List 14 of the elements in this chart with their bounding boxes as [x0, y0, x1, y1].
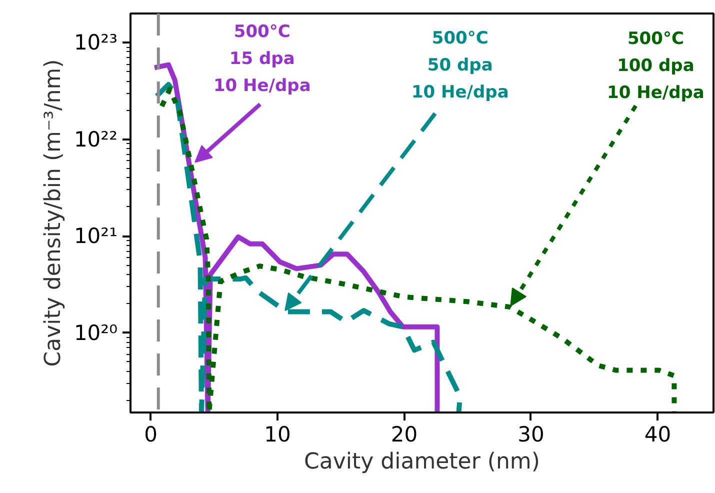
annotation: 500°C 15 dpa 10 He/dpa [213, 22, 311, 96]
x-tick-label: 10 [264, 422, 291, 446]
annotation: 500°C 50 dpa 10 He/dpa [411, 28, 509, 103]
x-axis-title: Cavity diameter (nm) [304, 450, 540, 474]
annotation: 500°C 100 dpa 10 He/dpa [607, 28, 704, 103]
y-tick-label: 10²⁰ [74, 320, 118, 345]
y-axis-title: Cavity density/bin (m⁻³/nm) [40, 59, 66, 367]
y-tick-label: 10²³ [74, 30, 118, 55]
x-tick-label: 40 [644, 422, 672, 446]
x-tick-label: 30 [518, 422, 544, 446]
x-tick-label: 20 [390, 422, 418, 446]
x-tick-label: 0 [144, 422, 158, 446]
y-tick-label: 10²² [74, 127, 118, 152]
y-tick-label: 10²¹ [74, 224, 118, 248]
